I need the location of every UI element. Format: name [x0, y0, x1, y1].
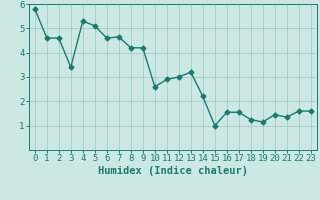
X-axis label: Humidex (Indice chaleur): Humidex (Indice chaleur)	[98, 166, 248, 176]
